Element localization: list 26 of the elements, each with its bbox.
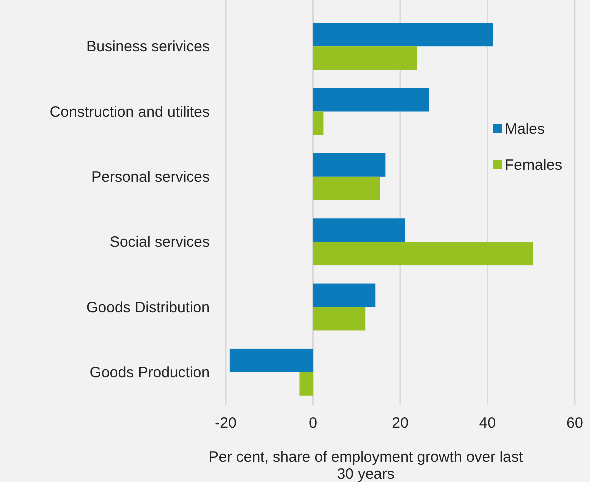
x-tick-label: 20 [392,415,409,432]
bar [300,372,314,396]
bar [313,46,418,70]
bar [313,112,324,136]
bar [313,23,493,47]
y-tick-label: Social services [110,234,210,252]
legend-label: Males [505,121,546,138]
x-axis-title: Per cent, share of employment growth over last 30 years [208,449,524,482]
y-tick-label: Business serivices [86,38,210,56]
y-tick-label: Personal services [92,168,210,186]
bar [313,88,430,112]
x-tick-label: -20 [215,415,237,432]
bar [313,218,406,242]
bar [313,176,380,200]
bar [313,242,534,266]
y-tick-label: Goods Distribution [86,299,210,316]
x-tick-label: 40 [479,415,496,432]
x-tick-label: 60 [566,415,584,432]
bar [230,348,314,372]
bar [313,153,386,177]
x-tick-label: 0 [309,415,318,432]
y-tick-label: Goods Production [90,364,210,382]
y-tick-label: Construction and utilites [50,104,210,121]
bar [313,307,366,331]
bar [313,284,376,308]
legend-label: Females [505,157,563,174]
